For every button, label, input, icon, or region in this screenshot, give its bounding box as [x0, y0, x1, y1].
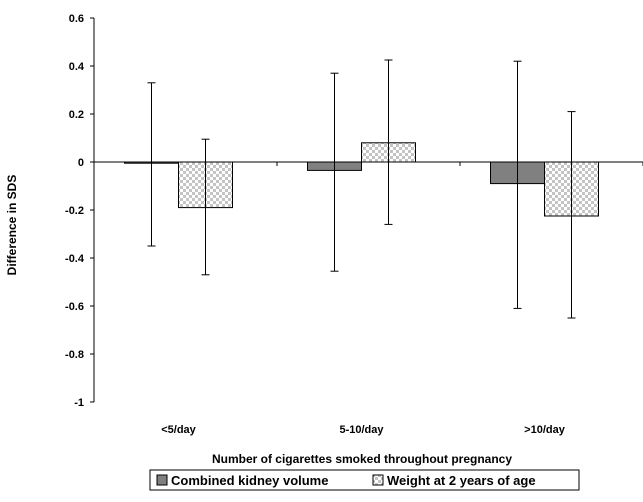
y-tick-label: -0.2 [65, 205, 84, 217]
y-tick-label: 0 [78, 157, 84, 169]
legend-box [149, 469, 580, 491]
bars [124, 142, 599, 217]
y-axis-title: Difference in SDS [5, 175, 19, 276]
category-label: <5/day [161, 424, 196, 436]
legend-label-kidney: Combined kidney volume [171, 473, 328, 488]
error-bars [147, 59, 576, 319]
y-tick-label: -1 [74, 397, 84, 409]
category-labels: <5/day 5-10/day >10/day [161, 424, 565, 436]
y-tick-label: 0.2 [69, 109, 84, 121]
legend: Combined kidney volume Weight at 2 years… [149, 469, 580, 491]
x-axis-title: Number of cigarettes smoked throughout p… [212, 452, 512, 466]
y-tick-label: -0.4 [65, 253, 85, 265]
y-tick-label: -0.6 [65, 301, 84, 313]
legend-swatch-kidney [156, 474, 168, 486]
y-tick-label: 0.4 [69, 61, 85, 73]
y-tick-label: -0.8 [65, 349, 84, 361]
legend-swatch-weight [372, 474, 384, 486]
legend-label-weight: Weight at 2 years of age [387, 473, 536, 488]
category-label: >10/day [524, 424, 566, 436]
y-tick-label: 0.6 [69, 13, 84, 25]
y-axis: 0.6 0.4 0.2 0 -0.2 -0.4 -0.6 -0.8 -1 [65, 13, 95, 409]
category-label: 5-10/day [339, 424, 384, 436]
